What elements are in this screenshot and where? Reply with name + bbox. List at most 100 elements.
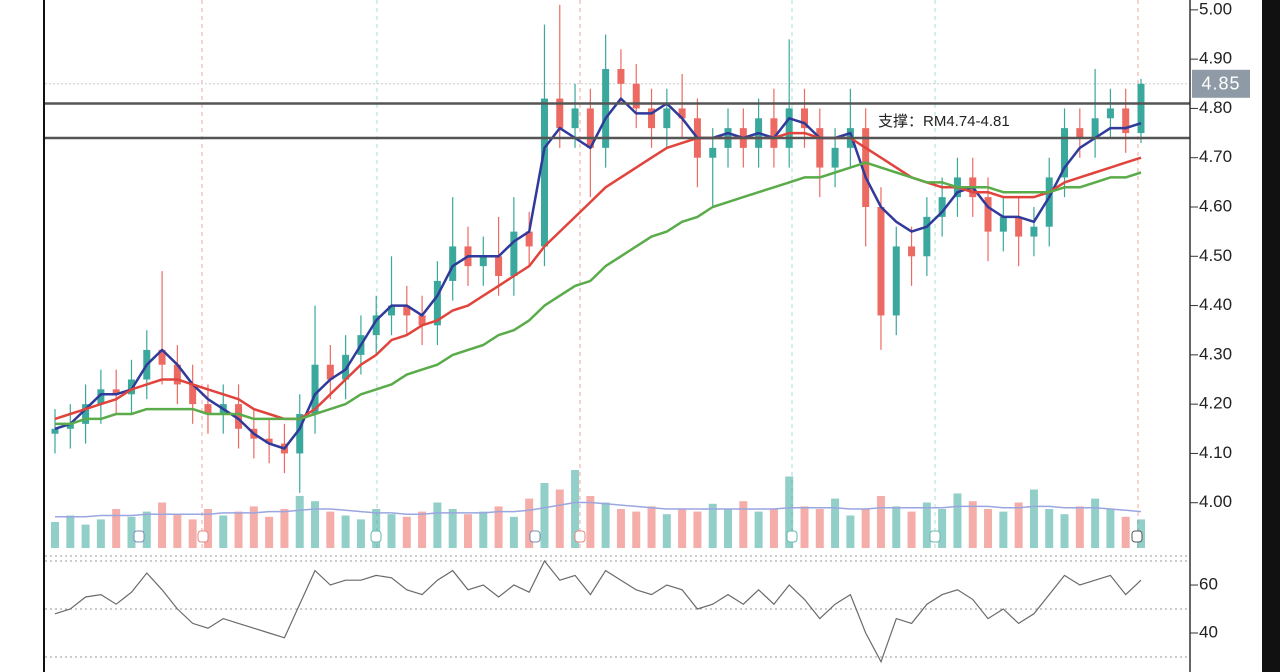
candle-body xyxy=(127,379,135,395)
frame-right xyxy=(1262,0,1280,672)
candle-body xyxy=(831,147,839,168)
margin-left xyxy=(0,0,43,672)
volume-bar xyxy=(616,509,625,548)
volume-bar xyxy=(999,511,1008,548)
candle-body xyxy=(173,364,181,385)
candle-body xyxy=(1045,177,1053,227)
volume-bar xyxy=(96,519,105,548)
event-marker xyxy=(197,530,209,543)
last-price-label: 4.85 xyxy=(1201,74,1240,94)
event-marker xyxy=(529,530,541,543)
candle-body xyxy=(923,216,931,257)
event-marker xyxy=(929,530,941,543)
volume-bar xyxy=(953,493,962,548)
volume-bar xyxy=(571,470,580,548)
volume-bar xyxy=(693,511,702,548)
candle-body xyxy=(770,118,778,148)
candle-body xyxy=(418,315,426,326)
y-tick-label: 4.70 xyxy=(1199,147,1232,166)
volume-bar xyxy=(341,515,350,548)
y-tick-label: 4.10 xyxy=(1199,443,1232,462)
volume-bar xyxy=(402,516,411,548)
event-marker xyxy=(1131,530,1143,543)
candle-body xyxy=(495,256,503,276)
volume-bar xyxy=(280,509,289,548)
volume-bar xyxy=(968,501,977,548)
volume-bar xyxy=(418,511,427,548)
event-marker xyxy=(574,530,586,543)
candle-body xyxy=(984,197,992,232)
support-annotation: 支撑：RM4.74-4.81 xyxy=(878,113,1010,130)
volume-bar xyxy=(724,509,733,548)
candle-body xyxy=(586,108,594,148)
candle-body xyxy=(342,354,350,380)
y-tick-label: 4.80 xyxy=(1199,98,1232,117)
candle-body xyxy=(204,404,212,414)
candle-body xyxy=(816,128,824,168)
volume-ma-line xyxy=(55,501,1142,518)
volume-bar xyxy=(754,511,763,548)
volume-bar xyxy=(203,509,212,548)
volume-bar xyxy=(1060,514,1069,548)
candle-body xyxy=(785,108,793,148)
volume-bar xyxy=(800,506,809,548)
volume-bar xyxy=(861,509,870,548)
volume-bar xyxy=(1121,516,1130,548)
candle-body xyxy=(1030,226,1038,237)
candle-body xyxy=(709,147,717,158)
candle-body xyxy=(908,246,916,257)
volume-bar xyxy=(907,511,916,548)
volume-bar xyxy=(892,506,901,548)
volume-bar xyxy=(433,502,442,548)
candle-body xyxy=(1106,108,1114,119)
volume-bar xyxy=(173,514,182,548)
candle-body xyxy=(556,98,564,129)
price-panel xyxy=(45,4,1190,493)
volume-bar xyxy=(785,476,794,548)
volume-bar xyxy=(66,515,75,548)
rsi-line xyxy=(54,559,1142,664)
y-tick-label: 4.90 xyxy=(1199,49,1232,68)
candle-body xyxy=(311,364,319,414)
candle-body xyxy=(999,216,1007,232)
candle-body xyxy=(648,108,656,129)
volume-bar xyxy=(1014,502,1023,548)
y-tick-label: 4.20 xyxy=(1199,394,1232,413)
volume-bar xyxy=(51,522,59,548)
candle-body xyxy=(800,108,808,129)
candle-body xyxy=(66,423,74,429)
volume-bar xyxy=(81,524,90,548)
volume-bar xyxy=(372,509,381,548)
volume-bar xyxy=(509,516,518,548)
volume-bar xyxy=(815,509,824,548)
candle-body xyxy=(403,305,411,316)
volume-bar xyxy=(1045,509,1054,548)
candle-body xyxy=(265,438,273,444)
volume-bar xyxy=(555,489,564,548)
event-marker xyxy=(786,530,798,543)
candle-body xyxy=(1122,108,1130,134)
volume-bar xyxy=(876,496,885,548)
volume-bar xyxy=(234,511,243,548)
candle-body xyxy=(540,98,548,247)
candle-body xyxy=(158,349,166,365)
candle-body xyxy=(433,280,441,326)
candle-body xyxy=(1015,216,1023,237)
y-tick-label: 4.40 xyxy=(1199,295,1232,314)
candle-body xyxy=(938,197,946,217)
volume-bar xyxy=(494,506,503,548)
volume-bar xyxy=(586,496,595,548)
volume-bar xyxy=(739,501,748,548)
candle-body xyxy=(571,108,579,129)
volume-bar xyxy=(525,498,534,548)
candle-body xyxy=(449,246,457,281)
volume-bar xyxy=(647,506,656,548)
candle-body xyxy=(663,108,671,129)
volume-bar xyxy=(265,516,274,548)
volume-bar xyxy=(1075,506,1084,548)
volume-bar xyxy=(249,506,258,548)
candle-body xyxy=(112,389,120,395)
volume-panel xyxy=(51,470,1145,548)
y-tick-label: 5.00 xyxy=(1199,0,1232,18)
